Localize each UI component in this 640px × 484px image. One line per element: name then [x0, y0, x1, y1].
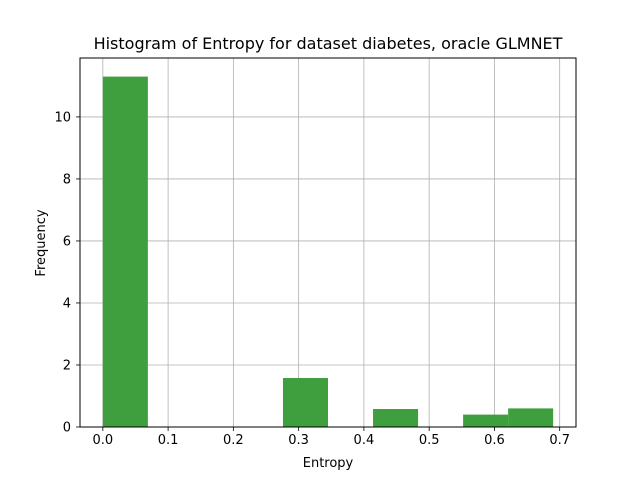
plot-area-frame: [79, 57, 577, 428]
histogram-bar: [373, 409, 419, 427]
histogram-bar: [102, 76, 148, 427]
x-tick-label: 0.4: [354, 433, 375, 448]
x-tick-label: 0.2: [223, 433, 244, 448]
x-tick-label: 0.5: [419, 433, 440, 448]
y-axis-ticks: 0 2 4 6 8 10: [54, 110, 80, 436]
y-tick-label: 0: [63, 421, 71, 436]
histogram-bar: [282, 378, 328, 427]
histogram-bars: [102, 76, 554, 427]
y-tick-label: 8: [63, 172, 71, 187]
x-tick-label: 0.7: [549, 433, 570, 448]
x-tick-label: 0.3: [288, 433, 309, 448]
x-tick-label: 0.1: [158, 433, 179, 448]
x-axis-label: Entropy: [303, 456, 354, 471]
histogram-bar: [463, 414, 509, 427]
y-tick-label: 6: [63, 234, 71, 249]
x-tick-label: 0.6: [484, 433, 505, 448]
grid-lines: [80, 58, 576, 428]
x-tick-label: 0.0: [92, 433, 113, 448]
y-tick-label: 4: [63, 296, 71, 311]
y-axis-label: Frequency: [34, 209, 49, 276]
histogram-bar: [508, 408, 554, 427]
x-axis-ticks: 0.0 0.1 0.2 0.3 0.4 0.5 0.6 0.7: [92, 427, 570, 448]
y-tick-label: 10: [54, 110, 71, 125]
chart-title: Histogram of Entropy for dataset diabete…: [94, 34, 563, 53]
y-tick-label: 2: [63, 358, 71, 373]
